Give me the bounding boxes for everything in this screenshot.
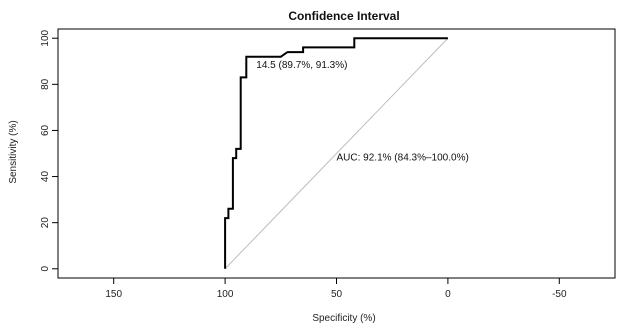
y-axis-label: Sensitivity (%) xyxy=(8,120,19,183)
roc-curve xyxy=(224,37,448,269)
chart-title: Confidence Interval xyxy=(288,9,399,23)
y-tick-label: 20 xyxy=(40,217,51,229)
y-tick-label: 100 xyxy=(40,29,51,46)
x-axis-label: Specificity (%) xyxy=(312,313,375,324)
y-tick-label: 40 xyxy=(40,171,51,183)
x-tick-label: 100 xyxy=(217,289,234,300)
annotation-label: 14.5 (89.7%, 91.3%) xyxy=(256,60,347,71)
x-tick-label: -50 xyxy=(552,289,567,300)
y-axis: 0 20 40 60 80 100 xyxy=(40,29,58,272)
annotations: 14.5 (89.7%, 91.3%) AUC: 92.1% (84.3%–100… xyxy=(256,60,469,163)
x-tick-label: 0 xyxy=(445,289,451,300)
reference-diagonal-line xyxy=(224,37,449,270)
x-tick-label: 150 xyxy=(105,289,122,300)
y-tick-label: 0 xyxy=(40,266,51,272)
y-tick-label: 60 xyxy=(40,124,51,136)
x-axis: 150 100 50 0 -50 xyxy=(105,278,567,300)
annotation-label: AUC: 92.1% (84.3%–100.0%) xyxy=(337,152,469,163)
x-tick-label: 50 xyxy=(331,289,343,300)
y-tick-label: 80 xyxy=(40,78,51,90)
